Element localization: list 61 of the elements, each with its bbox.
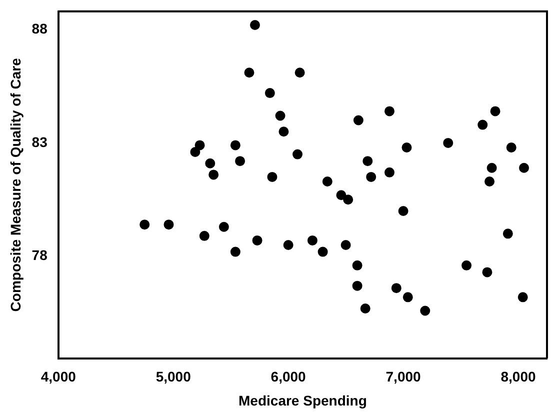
point	[362, 156, 373, 166]
point	[506, 142, 516, 152]
point	[140, 220, 150, 230]
point	[502, 228, 513, 239]
point	[462, 260, 472, 270]
point	[518, 292, 528, 302]
point	[402, 292, 413, 302]
x-axis-title: Medicare Spending	[238, 392, 367, 408]
point	[322, 176, 332, 186]
x-tick-label: 7,000	[386, 368, 422, 385]
point	[484, 176, 495, 186]
point	[199, 230, 210, 241]
point	[264, 88, 275, 98]
y-axis-title: Composite Measure of Quality of Care	[7, 58, 24, 312]
point	[336, 190, 346, 200]
point	[292, 149, 303, 160]
point	[343, 194, 354, 205]
point	[486, 162, 497, 173]
point	[352, 280, 362, 291]
y-tick-label: 83	[32, 134, 48, 150]
point	[482, 267, 492, 278]
point	[352, 260, 362, 270]
point	[278, 126, 289, 137]
point	[340, 240, 351, 250]
point	[420, 306, 430, 316]
point	[384, 106, 394, 116]
point	[366, 172, 376, 182]
x-tick-label: 6,000	[270, 368, 306, 385]
point	[294, 68, 305, 78]
point	[235, 156, 246, 166]
y-tick-label: 88	[32, 20, 48, 36]
point	[490, 106, 500, 116]
point	[252, 235, 262, 246]
point	[318, 246, 328, 257]
point	[244, 68, 254, 78]
point	[391, 283, 402, 294]
point	[208, 170, 219, 180]
point	[218, 222, 229, 232]
point	[307, 235, 318, 246]
y-tick-label: 78	[32, 247, 48, 264]
point	[478, 120, 488, 130]
point	[360, 304, 370, 314]
point	[443, 138, 454, 148]
point	[275, 110, 286, 121]
point	[384, 167, 394, 178]
point	[250, 20, 260, 30]
x-tick-label: 8,000	[500, 368, 536, 385]
point	[283, 240, 294, 250]
point	[230, 140, 240, 150]
point	[230, 246, 240, 257]
point	[164, 220, 174, 230]
point	[194, 140, 205, 150]
point	[519, 162, 530, 173]
point	[353, 115, 364, 126]
point	[190, 147, 200, 158]
point	[402, 142, 412, 152]
point	[205, 158, 216, 168]
x-tick-label: 5,000	[156, 368, 192, 385]
point	[267, 172, 278, 182]
point	[398, 206, 408, 216]
x-tick-label: 4,000	[40, 368, 76, 385]
